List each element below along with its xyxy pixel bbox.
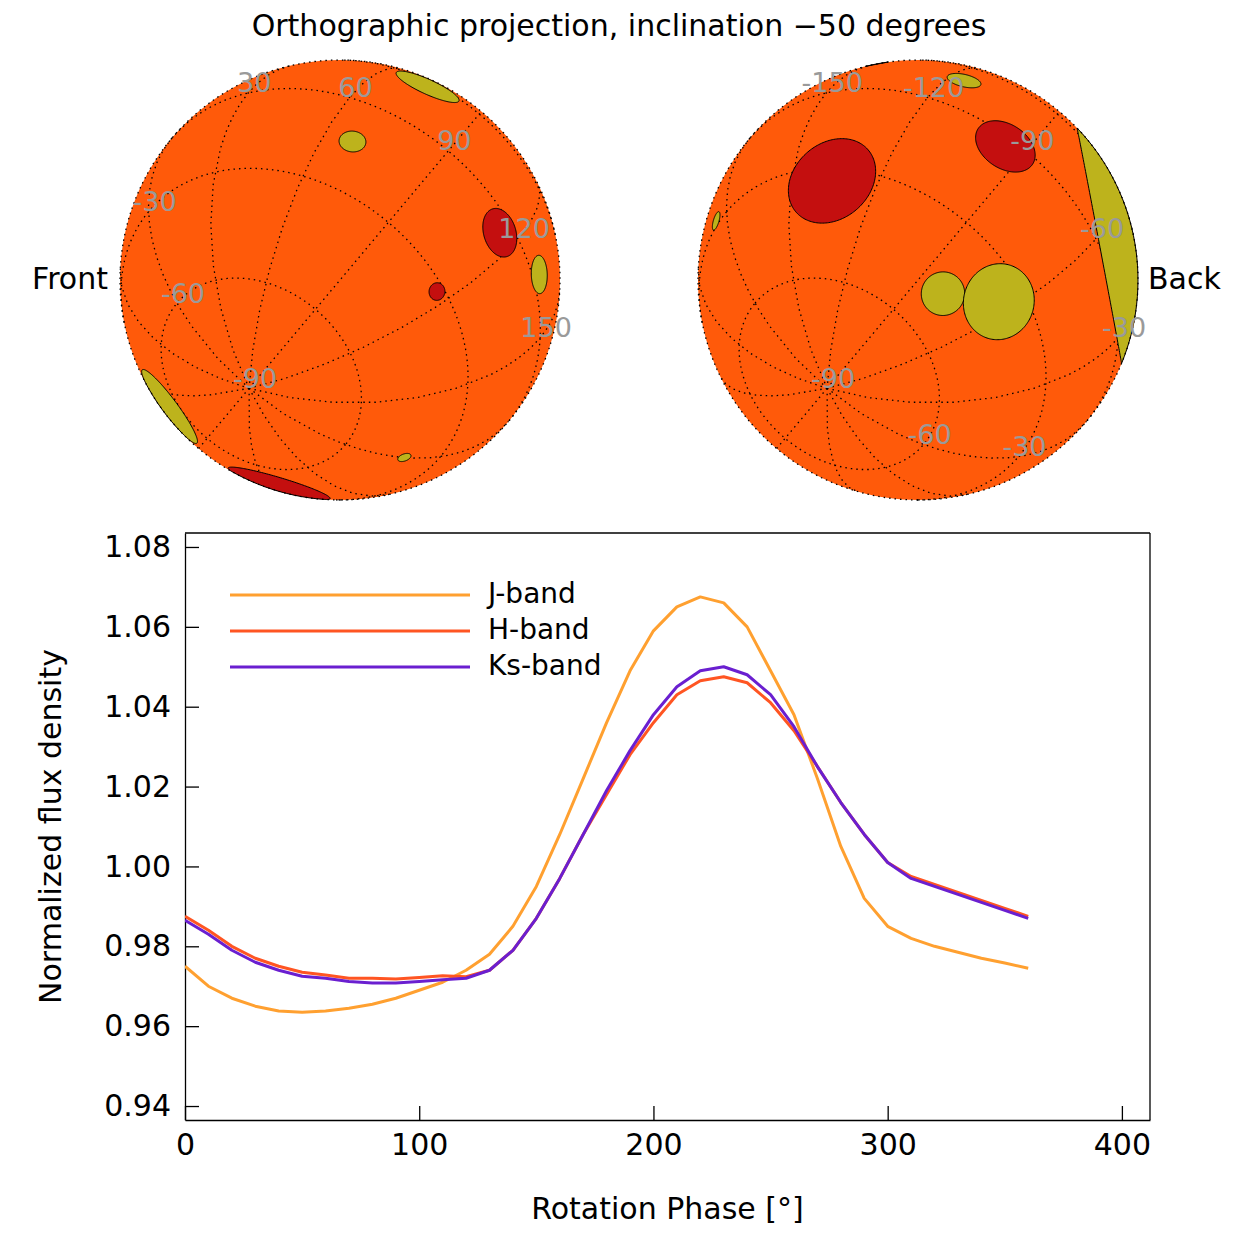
- graticule-label: -60: [1080, 213, 1124, 244]
- graticule-label: -60: [161, 278, 205, 309]
- y-tick-mark: [185, 547, 199, 548]
- x-tick-label: 300: [860, 1127, 917, 1162]
- series-line: [185, 677, 1028, 979]
- y-tick: 1.04: [104, 689, 199, 724]
- y-tick: 0.94: [104, 1088, 199, 1123]
- legend-swatch: [230, 666, 470, 669]
- graticule-label: 60: [338, 72, 372, 103]
- x-tick-mark: [888, 1106, 889, 1120]
- series-line: [185, 597, 1028, 1012]
- graticule-label: -90: [233, 363, 277, 394]
- y-tick-label: 1.02: [104, 769, 171, 804]
- spot: [228, 467, 330, 499]
- legend-label: Ks-band: [488, 649, 602, 682]
- y-tick-label: 0.98: [104, 928, 171, 963]
- y-tick-label: 1.04: [104, 689, 171, 724]
- spot: [396, 71, 459, 102]
- x-tick: 400: [1094, 1106, 1151, 1162]
- y-axis: 0.94 0.96 0.98 1.00 1.02 1.04 1.06 1.08: [104, 529, 199, 1123]
- x-tick-label: 0: [176, 1127, 195, 1162]
- x-tick-label: 100: [391, 1127, 448, 1162]
- y-axis-title: Normalized flux density: [33, 649, 68, 1004]
- y-tick: 1.06: [104, 609, 199, 644]
- spot: [963, 264, 1034, 340]
- y-tick-mark: [185, 1106, 199, 1107]
- spot: [531, 255, 547, 293]
- graticule-label: -30: [1102, 312, 1146, 343]
- sphere-limb: [120, 60, 560, 500]
- graticule-label: 120: [498, 213, 550, 244]
- x-tick: 200: [625, 1106, 682, 1162]
- frame-right: [1149, 533, 1150, 1120]
- figure-title: Orthographic projection, inclination −50…: [252, 8, 987, 43]
- y-tick-mark: [185, 707, 199, 708]
- sphere-panel: -150 -120 -90 -60 -30 -60 -30 -90: [698, 60, 1146, 500]
- spot: [339, 131, 366, 152]
- x-tick-mark: [653, 1106, 654, 1120]
- series-line: [185, 667, 1028, 983]
- x-axis-title: Rotation Phase [°]: [531, 1191, 804, 1226]
- spot: [429, 283, 445, 301]
- spot: [142, 369, 198, 443]
- y-tick-label: 1.08: [104, 529, 171, 564]
- y-tick: 1.00: [104, 849, 199, 884]
- plot-background: [185, 533, 1150, 1120]
- graticule-label: -30: [1002, 431, 1046, 462]
- x-tick-mark: [1122, 1106, 1123, 1120]
- y-tick: 1.08: [104, 529, 199, 564]
- legend-label: H-band: [488, 613, 590, 646]
- legend-label: J-band: [486, 577, 576, 610]
- y-axis-line: [185, 534, 186, 1121]
- spot: [788, 139, 875, 223]
- spot: [921, 272, 964, 316]
- line-chart: 0 100 200 300 400 0.94 0.96 0.98 1.00 1.02 1.04 1.0…: [33, 529, 1152, 1226]
- y-tick-mark: [185, 946, 199, 947]
- graticule-label: 30: [237, 67, 271, 98]
- spot: [398, 453, 411, 461]
- sphere-panel: 30 60 90 120 150 -30 -60 -90: [120, 60, 572, 500]
- frame-top: [185, 532, 1150, 533]
- y-tick-label: 1.00: [104, 849, 171, 884]
- graticule-label: -150: [802, 67, 863, 98]
- y-tick-mark: [185, 786, 199, 787]
- sphere-surface: [698, 60, 1138, 500]
- figure: Orthographic projection, inclination −50…: [0, 0, 1238, 1235]
- y-tick-label: 1.06: [104, 609, 171, 644]
- legend-swatch: [230, 594, 470, 597]
- x-tick: 100: [391, 1106, 448, 1162]
- y-tick-mark: [185, 1026, 199, 1027]
- graticule-label: 150: [520, 312, 572, 343]
- x-axis: 0 100 200 300 400: [176, 1106, 1151, 1162]
- sphere-surface: [120, 60, 560, 500]
- y-tick-label: 0.94: [104, 1088, 171, 1123]
- graticule: [120, 60, 559, 500]
- plot-area: [185, 597, 1028, 1012]
- x-axis-line: [186, 1120, 1151, 1121]
- y-tick: 1.02: [104, 769, 199, 804]
- y-tick: 0.98: [104, 928, 199, 963]
- y-tick-mark: [185, 866, 199, 867]
- legend-swatch: [230, 630, 470, 633]
- sphere-limb: [698, 60, 1138, 500]
- x-tick-label: 400: [1094, 1127, 1151, 1162]
- y-tick: 0.96: [104, 1008, 199, 1043]
- x-tick: 300: [860, 1106, 917, 1162]
- graticule-label: -30: [133, 186, 177, 217]
- graticule-label: -90: [811, 363, 855, 394]
- graticule-label: -90: [1010, 125, 1054, 156]
- graticule-label: -120: [903, 72, 964, 103]
- y-tick-label: 0.96: [104, 1008, 171, 1043]
- legend: J-bandH-bandKs-band: [230, 577, 602, 682]
- graticule: [698, 60, 1137, 500]
- graticule-label: 90: [437, 125, 471, 156]
- graticule-label: -60: [907, 419, 951, 450]
- x-tick-label: 200: [625, 1127, 682, 1162]
- spot: [712, 212, 720, 230]
- panel-label: Back: [1148, 261, 1221, 296]
- x-tick-mark: [419, 1106, 420, 1120]
- y-tick-mark: [185, 627, 199, 628]
- panel-label: Front: [32, 261, 108, 296]
